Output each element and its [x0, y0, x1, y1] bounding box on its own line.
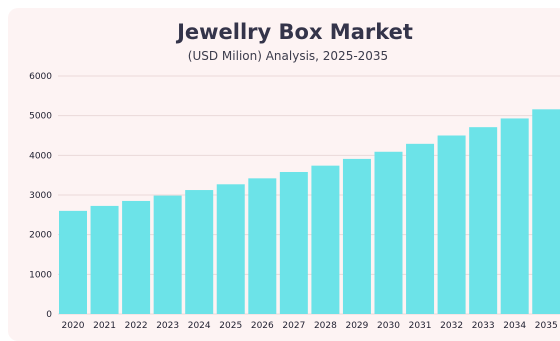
bar	[185, 190, 214, 314]
y-tick-label: 4000	[29, 151, 52, 161]
x-tick-label: 2032	[440, 321, 463, 331]
y-tick-label: 2000	[29, 231, 52, 241]
y-tick-label: 5000	[29, 112, 52, 122]
x-tick-label: 2023	[156, 321, 179, 331]
bar	[122, 200, 151, 314]
bar	[500, 118, 529, 315]
bar	[342, 158, 371, 314]
x-tick-label: 2031	[409, 321, 432, 331]
chart-title: Jewellry Box Market	[177, 20, 413, 44]
x-tick-label: 2021	[93, 321, 116, 331]
y-tick-label: 0	[46, 310, 52, 320]
bar	[437, 135, 466, 314]
y-tick-label: 1000	[29, 270, 52, 280]
bar	[216, 184, 245, 314]
x-tick-label: 2033	[472, 321, 495, 331]
x-tick-label: 2022	[125, 321, 148, 331]
bar	[248, 178, 277, 314]
x-tick-label: 2026	[251, 321, 274, 331]
bar	[469, 127, 498, 314]
x-tick-label: 2027	[282, 321, 305, 331]
bar	[279, 171, 308, 314]
y-tick-label: 3000	[29, 191, 52, 201]
bar	[90, 205, 119, 314]
bar	[153, 195, 182, 314]
x-tick-label: 2029	[345, 321, 368, 331]
x-tick-label: 2025	[219, 321, 242, 331]
bar	[59, 210, 87, 314]
x-tick-label: 2034	[503, 321, 526, 331]
y-axis-labels: 0 1000 2000 3000 4000 5000 6000	[29, 72, 52, 320]
bar	[532, 109, 560, 314]
x-tick-label: 2030	[377, 321, 400, 331]
bar	[311, 165, 340, 314]
bar	[406, 143, 435, 314]
x-tick-label: 2035	[535, 321, 558, 331]
x-axis-labels: 2020 2021 2022 2023 2024 2025 2026 2027 2028 2029…	[62, 321, 558, 331]
bars	[59, 109, 560, 315]
x-tick-label: 2028	[314, 321, 337, 331]
x-tick-label: 2024	[188, 321, 211, 331]
chart-subtitle: (USD Milion) Analysis, 2025-2035	[187, 49, 389, 63]
bar	[374, 151, 403, 314]
y-tick-label: 6000	[29, 72, 52, 82]
x-tick-label: 2020	[62, 321, 85, 331]
